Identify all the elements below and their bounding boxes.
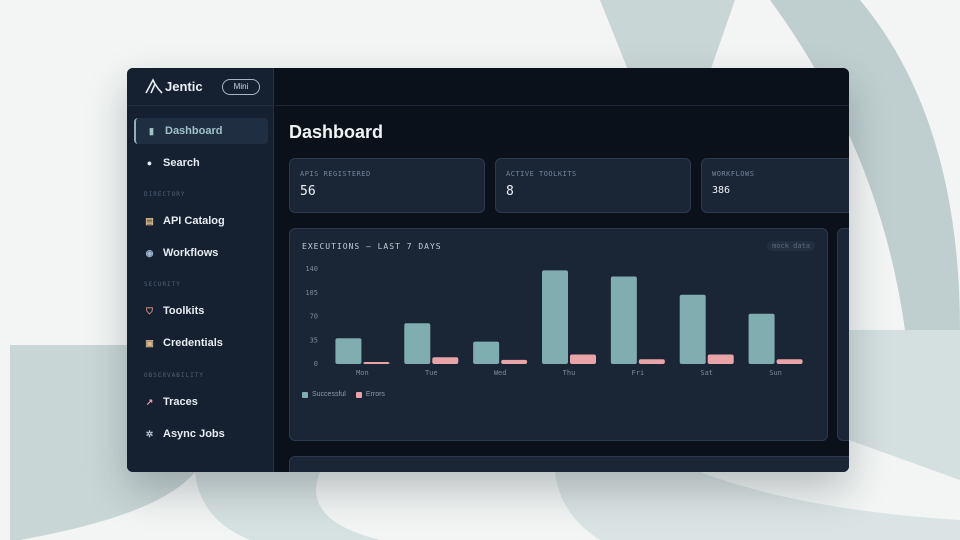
secondary-card-partial [837,228,849,441]
sidebar-item-search[interactable]: ● Search [134,150,268,176]
y-tick-label: 140 [305,265,318,273]
sidebar-item-toolkits[interactable]: ⛉ Toolkits [134,298,268,324]
sidebar-item-dashboard[interactable]: ▮ Dashboard [134,118,268,144]
shield-icon: ⛉ [146,305,153,316]
bar-successful-thu[interactable] [542,270,568,364]
bar-successful-sun[interactable] [748,313,775,364]
legend-item-errors: Errors [355,391,385,398]
legend-item-successful: Successful [302,391,346,398]
lock-icon: ▣ [145,337,154,348]
bottom-card-partial [289,456,849,472]
chart-legend: Successful Errors [302,391,385,398]
brand-header: Jentic Mini [127,68,274,106]
sidebar-item-label: Search [163,157,200,169]
sidebar-item-label: Credentials [163,337,223,349]
sidebar-item-label: Workflows [163,247,219,259]
mini-mode-toggle[interactable]: Mini [222,79,260,95]
trend-icon: ↗ [145,396,154,407]
chart-title: EXECUTIONS — LAST 7 DAYS [302,242,442,251]
section-directory: DIRECTORY [144,191,186,198]
bar-errors-fri[interactable] [638,359,665,364]
top-bar [275,68,849,106]
sidebar-item-async-jobs[interactable]: ✲ Async Jobs [134,421,268,447]
y-tick-label: 0 [314,360,318,368]
gear-icon: ✲ [145,428,154,439]
x-tick-label: Wed [494,369,507,377]
section-observability: OBSERVABILITY [144,372,204,379]
y-tick-label: 105 [305,289,318,297]
legend-swatch-errors [355,391,362,398]
stat-value: 8 [506,184,514,199]
legend-label: Errors [365,391,385,398]
sidebar-item-label: Traces [163,396,198,408]
bar-chart-icon: ▮ [149,125,154,136]
y-tick-label: 35 [310,336,318,344]
x-tick-label: Sun [769,369,782,377]
jentic-logo-icon [145,78,163,94]
bar-successful-wed[interactable] [473,341,500,364]
executions-chart-card: EXECUTIONS — LAST 7 DAYS mock data 0 35 70… [289,228,828,441]
y-tick-label: 70 [310,313,318,321]
stat-label: ACTIVE TOOLKITS [506,170,577,178]
sidebar-item-label: Toolkits [163,305,205,317]
sidebar-item-label: Dashboard [165,125,223,137]
stat-label: WORKFLOWS [712,170,755,178]
bar-errors-wed[interactable] [501,359,528,364]
x-tick-label: Mon [356,369,369,377]
bar-errors-sat[interactable] [707,354,734,365]
mock-data-badge: mock data [767,241,815,251]
stat-card-workflows[interactable]: WORKFLOWS 386 [701,158,849,213]
app-name: Jentic [165,79,203,94]
bar-successful-sat[interactable] [679,294,706,364]
stat-label: APIS REGISTERED [300,170,371,178]
stat-value: 386 [712,185,731,196]
sidebar-item-traces[interactable]: ↗ Traces [134,389,268,415]
x-tick-label: Tue [425,369,438,377]
stat-value: 56 [300,184,316,199]
stat-card-apis[interactable]: APIS REGISTERED 56 [289,158,485,213]
x-tick-label: Sat [700,369,713,377]
sidebar-item-workflows[interactable]: ◉ Workflows [134,240,268,266]
bar-errors-mon[interactable] [363,361,390,364]
sidebar-item-credentials[interactable]: ▣ Credentials [134,330,268,356]
bar-errors-thu[interactable] [570,354,596,365]
search-icon: ● [146,157,153,168]
section-security: SECURITY [144,281,181,288]
app-window: Jentic Mini ▮ Dashboard ● Search DIRECTO… [127,68,849,472]
sidebar: Jentic Mini ▮ Dashboard ● Search DIRECTO… [127,68,274,472]
legend-swatch-successful [302,391,308,398]
bar-successful-mon[interactable] [335,338,362,364]
page-title: Dashboard [289,122,384,142]
legend-label: Successful [312,391,346,398]
executions-bar-chart: 0 35 70 105 140 Mon Tue Wed Thu Fri Sat Sun [305,265,803,377]
books-icon: ▤ [145,215,154,226]
sidebar-item-label: Async Jobs [163,428,225,440]
bar-successful-tue[interactable] [404,323,431,364]
sidebar-item-label: API Catalog [163,215,225,227]
globe-icon: ◉ [145,247,154,258]
sidebar-item-api-catalog[interactable]: ▤ API Catalog [134,208,268,234]
x-tick-label: Thu [563,369,576,377]
x-tick-label: Fri [632,369,645,377]
bar-errors-tue[interactable] [432,357,459,364]
bar-successful-fri[interactable] [610,276,637,364]
stat-card-toolkits[interactable]: ACTIVE TOOLKITS 8 [495,158,691,213]
bar-errors-sun[interactable] [776,359,803,364]
